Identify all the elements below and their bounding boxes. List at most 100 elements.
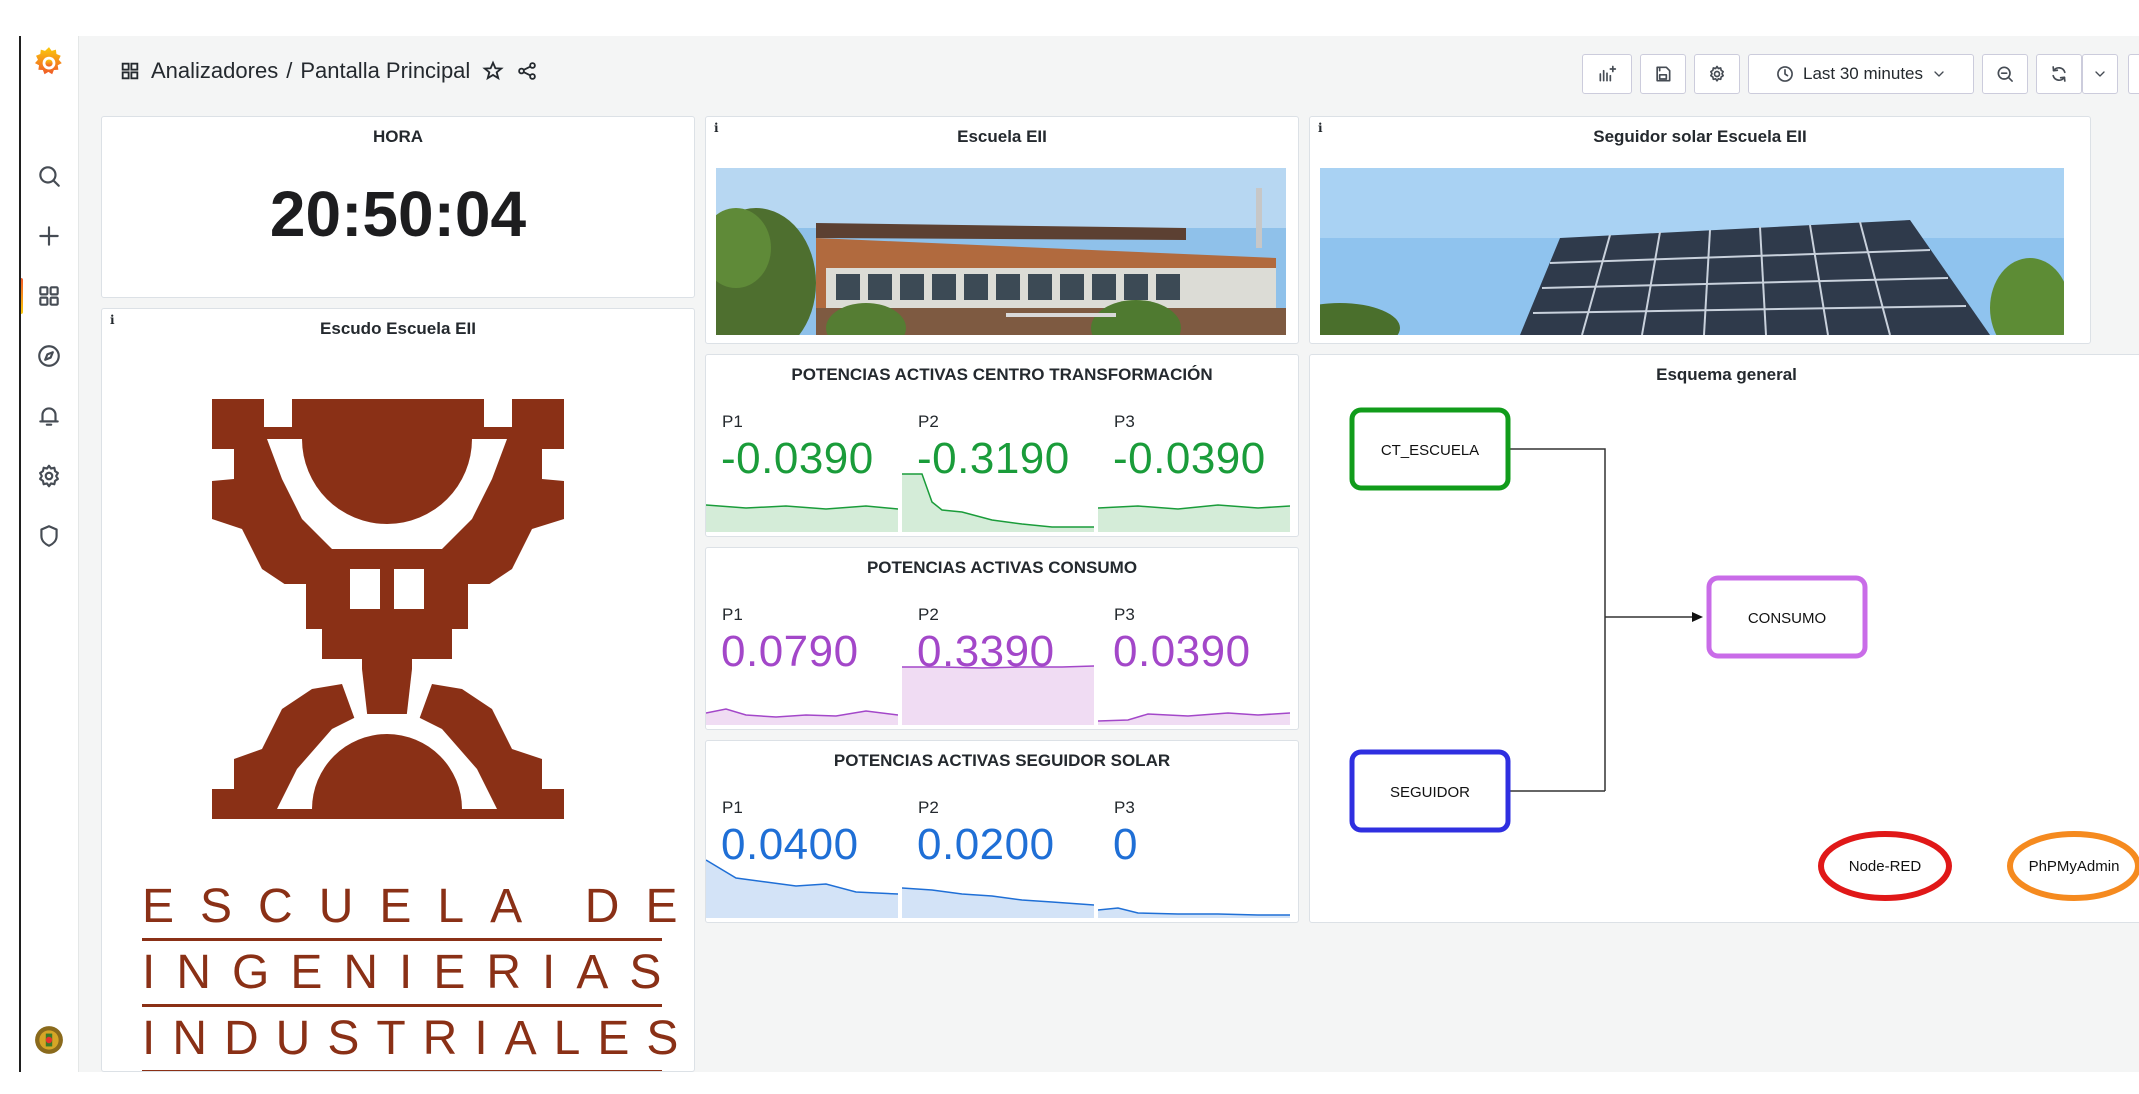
stat-label: P1 (722, 605, 743, 624)
avatar[interactable] (19, 1016, 79, 1064)
stat-p1: P1 0.0400 (706, 796, 898, 918)
save-dashboard-button[interactable] (1640, 54, 1686, 94)
panel-info-icon[interactable]: i (714, 121, 719, 135)
sparkline (1098, 907, 1290, 918)
stat-value: 0.0400 (721, 820, 859, 869)
flow-diagram: CT_ESCUELA CONSUMO SEGUIDOR Node-RED PhP… (1349, 407, 2139, 901)
top-navbar: Analizadores / Pantalla Principal Last 3… (79, 36, 2139, 112)
panel-title: Escuela EII (957, 127, 1047, 146)
stat-p3: P3 0 (1098, 796, 1290, 918)
alert-bell-icon[interactable] (19, 392, 79, 440)
settings-icon (1710, 65, 1724, 82)
stat-value: 0.0200 (917, 820, 1055, 869)
stat-label: P3 (1114, 798, 1135, 817)
time-range-picker[interactable]: Last 30 minutes (1748, 54, 1974, 94)
window-edge (19, 36, 21, 1072)
sparkline (902, 473, 1094, 532)
breadcrumb-folder[interactable]: Analizadores (151, 58, 279, 83)
solar-tracker-photo (1320, 168, 2064, 335)
sparkline (706, 708, 898, 725)
stat-label: P2 (918, 412, 939, 431)
panel-title: POTENCIAS ACTIVAS CENTRO TRANSFORMACIÓN (791, 365, 1213, 384)
sparkline (706, 859, 898, 918)
dashboards-icon[interactable] (19, 272, 79, 320)
sparkline (706, 504, 898, 532)
stat-value: 0.3390 (917, 627, 1055, 676)
panel-escudo: i Escudo Escuela EII (101, 308, 695, 1072)
stat-value: -0.0390 (1113, 434, 1266, 483)
refresh-icon (2052, 66, 2066, 82)
save-icon (1656, 66, 1671, 82)
node-label: CONSUMO (1748, 610, 1826, 627)
grafana-window: Analizadores / Pantalla Principal Last 3… (19, 36, 2139, 1072)
node-label: Node-RED (1849, 858, 1922, 875)
share-icon[interactable] (516, 60, 538, 82)
logo-line-1: ESCUELA DE (142, 879, 677, 941)
link-node-red[interactable]: Node-RED (1818, 831, 1952, 901)
escuela-building-photo (716, 168, 1286, 335)
add-panel-button[interactable] (1582, 54, 1632, 94)
search-icon[interactable] (19, 152, 79, 200)
logo-line-2: INGENIERIAS (142, 941, 662, 1007)
stat-label: P2 (918, 798, 939, 817)
logo-line-3: INDUSTRIALES (142, 1007, 678, 1071)
refresh-interval-dropdown[interactable] (2082, 54, 2118, 94)
stat-p2: P2 0.0200 (902, 796, 1094, 918)
panel-esquema-general: Esquema general CT_ESCUELA CONSUMO SEGUI… (1309, 354, 2139, 923)
stat-value: -0.3190 (917, 434, 1070, 483)
sparkline (1098, 504, 1290, 532)
star-icon[interactable] (482, 60, 504, 82)
chevron-down-icon (1934, 71, 1944, 77)
sparkline (902, 887, 1094, 918)
sparkline (902, 665, 1094, 725)
stat-value: 0 (1113, 820, 1138, 869)
add-panel-icon (1599, 65, 1617, 82)
panel-title: HORA (372, 127, 424, 146)
node-ct-escuela[interactable]: CT_ESCUELA (1349, 407, 1511, 491)
stat-p1: P1 -0.0390 (706, 410, 898, 532)
chevron-down-icon (2095, 71, 2105, 77)
plus-icon[interactable] (19, 212, 79, 260)
stat-label: P3 (1114, 605, 1135, 624)
shield-icon[interactable] (19, 512, 79, 560)
refresh-button[interactable] (2036, 54, 2082, 94)
panel-potencias-consumo: POTENCIAS ACTIVAS CONSUMO P1 0.0790 P2 0… (705, 547, 1299, 730)
dashboard-settings-button[interactable] (1694, 54, 1740, 94)
node-seguidor[interactable]: SEGUIDOR (1349, 749, 1511, 833)
node-consumo[interactable]: CONSUMO (1706, 575, 1868, 659)
panel-info-icon[interactable]: i (110, 313, 115, 327)
stat-label: P2 (918, 605, 939, 624)
panel-info-icon[interactable]: i (1318, 121, 1323, 135)
clock-icon (1777, 66, 1793, 82)
grafana-logo-icon[interactable] (19, 38, 79, 86)
view-mode-button[interactable] (2128, 54, 2139, 94)
stat-value: -0.0390 (721, 434, 874, 483)
node-label: SEGUIDOR (1390, 784, 1470, 801)
panel-title: Seguidor solar Escuela EII (1593, 127, 1807, 146)
panel-title: Esquema general (1656, 365, 1797, 384)
dashboards-icon (121, 62, 139, 80)
panel-potencias-ct: POTENCIAS ACTIVAS CENTRO TRANSFORMACIÓN … (705, 354, 1299, 537)
panel-hora: HORA 20:50:04 (101, 116, 695, 298)
panel-potencias-seguidor: POTENCIAS ACTIVAS SEGUIDOR SOLAR P1 0.04… (705, 740, 1299, 923)
dashboard-title[interactable]: Pantalla Principal (300, 58, 471, 83)
stat-p3: P3 -0.0390 (1098, 410, 1290, 532)
time-range-label: Last 30 minutes (1802, 64, 1923, 83)
gear-icon[interactable] (19, 452, 79, 500)
explore-icon[interactable] (19, 332, 79, 380)
node-label: PhPMyAdmin (2029, 858, 2120, 875)
sparkline (1098, 712, 1290, 725)
stat-p3: P3 0.0390 (1098, 603, 1290, 725)
zoom-out-button[interactable] (1982, 54, 2028, 94)
link-phpmyadmin[interactable]: PhPMyAdmin (2007, 831, 2139, 901)
node-label: CT_ESCUELA (1381, 442, 1479, 459)
zoom-out-icon (1997, 66, 2013, 82)
panel-title: POTENCIAS ACTIVAS SEGUIDOR SOLAR (833, 751, 1171, 770)
panel-title: Escudo Escuela EII (320, 319, 476, 338)
stat-value: 0.0790 (721, 627, 859, 676)
stat-p2: P2 -0.3190 (902, 410, 1094, 532)
stat-p2: P2 0.3390 (902, 603, 1094, 725)
stat-label: P1 (722, 412, 743, 431)
breadcrumb-separator: / (286, 58, 293, 83)
stat-p1: P1 0.0790 (706, 603, 898, 725)
